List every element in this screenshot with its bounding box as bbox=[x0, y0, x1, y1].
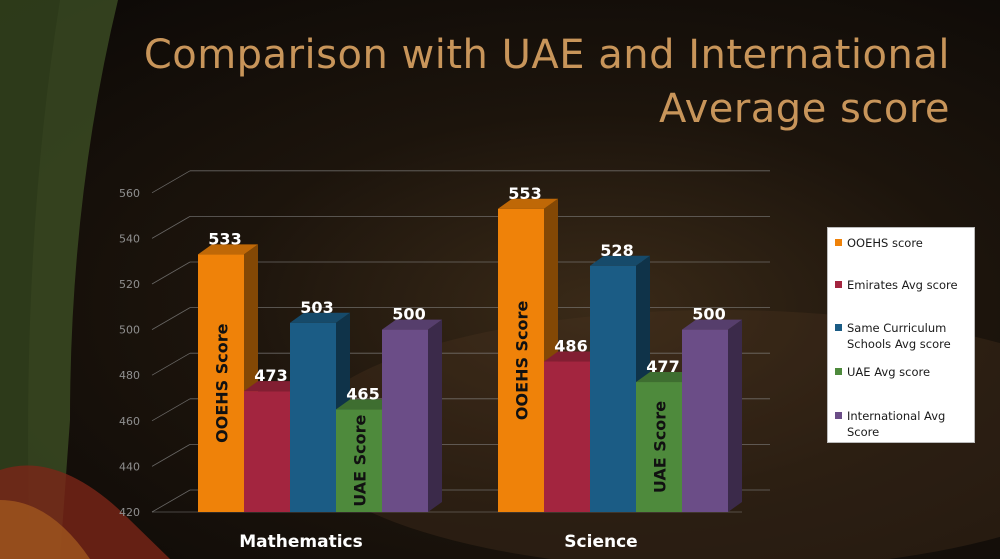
bar-value-label: 533 bbox=[208, 229, 241, 248]
bar-top-face bbox=[198, 244, 258, 255]
legend-swatch bbox=[835, 412, 842, 419]
y-tick-label: 460 bbox=[119, 415, 140, 428]
chart-title-line-1: Comparison with UAE and International bbox=[143, 32, 950, 78]
bar-value-label: 500 bbox=[392, 305, 425, 324]
bar-series-label: UAE Score bbox=[651, 401, 670, 493]
bar-value-label: 500 bbox=[692, 305, 725, 324]
chart-labels: 533 OOEHS Score 473 503 465 UAE Score 500 Mathe… bbox=[208, 184, 725, 552]
bar-front-face bbox=[590, 265, 636, 512]
bar-value-label: 503 bbox=[300, 298, 333, 317]
legend-swatch bbox=[835, 281, 842, 288]
bar-series-label: OOEHS Score bbox=[513, 301, 532, 421]
bar-side-face bbox=[728, 319, 742, 512]
legend-label: UAE Avg score bbox=[847, 365, 931, 379]
chart-legend: OOEHS score Emirates Avg score Same Curric… bbox=[827, 227, 975, 443]
legend-item: Emirates Avg score bbox=[835, 277, 972, 293]
legend-label: OOEHS score bbox=[847, 236, 923, 250]
bar-value-label: 477 bbox=[646, 357, 679, 376]
gridline-depth-480 bbox=[151, 352, 191, 376]
bar-front-face bbox=[544, 361, 590, 512]
legend-swatch bbox=[835, 239, 842, 246]
bar-top-face bbox=[290, 312, 350, 323]
legend-item: International Avg Score bbox=[835, 408, 972, 440]
bar-front-face bbox=[498, 208, 544, 512]
bar-front-face bbox=[244, 391, 290, 512]
bar-top-face bbox=[636, 372, 696, 383]
bar-top-face bbox=[336, 399, 396, 410]
bar-top-face bbox=[544, 351, 604, 362]
gridline-depth-500 bbox=[151, 307, 191, 330]
bar-value-label: 553 bbox=[508, 184, 541, 203]
bar-top-face bbox=[682, 319, 742, 330]
legend-label: International Avg Score bbox=[847, 409, 946, 439]
bar-front-face bbox=[198, 254, 244, 513]
bar-front-face bbox=[336, 409, 382, 512]
chart-title: Comparison with UAE and International Av… bbox=[90, 28, 950, 136]
bar-value-label: 486 bbox=[554, 337, 587, 356]
legend-label: Same Curriculum Schools Avg score bbox=[847, 321, 951, 351]
chart-title-line-2: Average score bbox=[659, 86, 950, 132]
bar-front-face bbox=[636, 382, 682, 512]
bar-science-4 bbox=[682, 319, 742, 512]
bar-front-face bbox=[290, 322, 336, 512]
y-tick-label: 500 bbox=[119, 324, 140, 337]
legend-label: Emirates Avg score bbox=[847, 278, 958, 292]
bar-series-label: OOEHS Score bbox=[213, 323, 232, 443]
bar-series-label: UAE Score bbox=[351, 414, 370, 506]
gridline-depth-440 bbox=[151, 444, 191, 467]
legend-swatch bbox=[835, 368, 842, 375]
bar-value-label: 465 bbox=[346, 384, 379, 403]
bar-top-face bbox=[590, 255, 650, 266]
bar-side-face bbox=[428, 319, 442, 512]
bar-front-face bbox=[682, 329, 728, 512]
legend-swatch bbox=[835, 324, 842, 331]
y-axis-ticks: 420 440 460 480 500 520 540 560 bbox=[119, 187, 140, 519]
gridline-depth-540 bbox=[151, 216, 191, 239]
y-tick-label: 520 bbox=[119, 278, 140, 291]
gridline-depth-420 bbox=[151, 489, 191, 513]
bar-top-face bbox=[498, 198, 558, 209]
bar-value-label: 473 bbox=[254, 366, 287, 385]
gridline-depth-520 bbox=[151, 261, 191, 285]
x-category-label: Mathematics bbox=[239, 532, 362, 552]
y-tick-label: 540 bbox=[119, 232, 140, 245]
bar-value-label: 528 bbox=[600, 241, 633, 260]
bar-top-face bbox=[244, 381, 304, 392]
y-tick-label: 440 bbox=[119, 460, 140, 473]
gridline-depth-560 bbox=[151, 170, 191, 194]
legend-item: OOEHS score bbox=[835, 235, 972, 251]
bar-science-0 bbox=[498, 198, 558, 512]
y-tick-label: 420 bbox=[119, 506, 140, 519]
legend-item: UAE Avg score bbox=[835, 364, 972, 380]
y-tick-label: 560 bbox=[119, 187, 140, 200]
y-tick-label: 480 bbox=[119, 369, 140, 382]
legend-item: Same Curriculum Schools Avg score bbox=[835, 320, 972, 352]
bar-top-face bbox=[382, 319, 442, 330]
bar-mathematics-2 bbox=[290, 312, 350, 512]
x-category-label: Science bbox=[564, 532, 637, 552]
chart-bars bbox=[198, 198, 742, 513]
gridline-depth-460 bbox=[151, 398, 191, 422]
bar-mathematics-4 bbox=[382, 319, 442, 512]
bar-front-face bbox=[382, 329, 428, 512]
